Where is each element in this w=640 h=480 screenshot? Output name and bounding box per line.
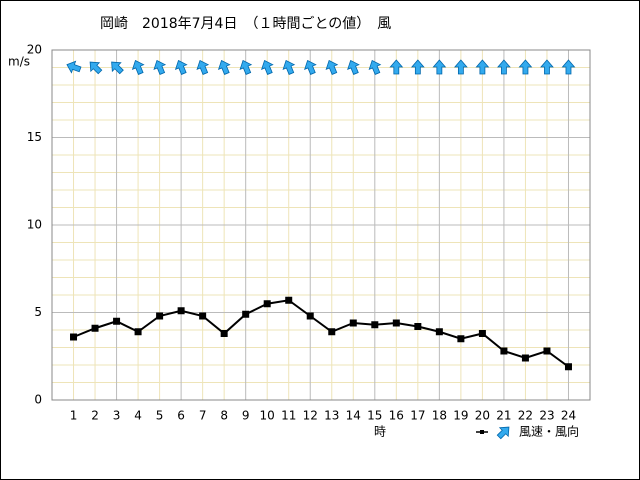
point: [285, 296, 293, 304]
y-unit: m/s: [8, 55, 30, 69]
x-tick-label: 15: [367, 409, 382, 423]
wind-arrow: [389, 59, 404, 75]
wind-arrow: [174, 59, 188, 75]
wind-arrow: [347, 59, 360, 75]
x-tick-label: 21: [496, 409, 511, 423]
wind-arrow: [368, 59, 382, 75]
x-tick-label: 19: [453, 409, 468, 423]
x-tick-label: 22: [518, 409, 533, 423]
point: [242, 310, 250, 318]
point: [457, 335, 465, 343]
wind-arrow: [475, 59, 490, 75]
x-tick-label: 16: [389, 409, 404, 423]
point: [414, 323, 422, 330]
point: [91, 324, 99, 332]
legend-arrow: [496, 426, 510, 440]
point: [521, 354, 529, 362]
wind-arrow: [540, 59, 554, 75]
point: [70, 333, 78, 341]
wind-arrow: [497, 59, 511, 75]
x-tick-label: 18: [432, 409, 447, 423]
y-tick-label: 10: [27, 218, 42, 232]
wind-arrow: [111, 61, 124, 75]
wind-arrow: [196, 59, 210, 75]
y-tick-label: 0: [34, 393, 42, 407]
x-label: 時: [374, 425, 386, 439]
x-tick-label: 17: [410, 409, 425, 423]
point: [263, 300, 271, 308]
point: [543, 347, 551, 355]
point: [220, 330, 228, 337]
x-tick-label: 24: [561, 409, 576, 423]
x-tick-label: 8: [220, 409, 228, 423]
y-tick-label: 15: [27, 130, 42, 144]
x-tick-label: 23: [539, 409, 554, 423]
x-tick-label: 20: [475, 409, 490, 423]
point: [134, 328, 142, 336]
wind-arrow: [325, 59, 339, 75]
x-tick-label: 12: [303, 409, 318, 423]
x-tick-label: 13: [324, 409, 339, 423]
point: [113, 317, 121, 325]
x-tick-label: 11: [281, 409, 296, 423]
point: [328, 328, 336, 336]
y-tick-label: 5: [34, 305, 42, 319]
point: [500, 347, 508, 355]
point: [349, 319, 357, 327]
point: [478, 330, 486, 337]
point: [156, 312, 164, 320]
line: [73, 299, 570, 368]
wind-arrow: [410, 59, 425, 75]
wind-arrow: [304, 59, 317, 75]
x-tick-label: 4: [134, 409, 142, 423]
x-tick-label: 1: [70, 409, 78, 423]
x-tick-label: 6: [177, 409, 185, 423]
wind-arrow: [518, 59, 533, 75]
point: [392, 319, 400, 327]
chart-title: 岡崎 2018年7月4日 （１時間ごとの値） 風: [100, 16, 391, 32]
wind-arrow: [66, 60, 82, 74]
wind-arrow: [153, 59, 167, 75]
wind-arrow: [282, 59, 296, 75]
wind-arrow: [432, 59, 447, 75]
point: [177, 307, 185, 315]
wind-arrow: [261, 59, 274, 75]
wind-arrow: [239, 59, 253, 75]
x-tick-label: 3: [113, 409, 121, 423]
plot-border: [51, 49, 591, 401]
x-tick-label: 9: [242, 409, 250, 423]
legend-label: 風速・風向: [519, 424, 579, 439]
wind-arrow: [217, 59, 231, 75]
wind-arrow: [454, 59, 468, 75]
wind-arrow: [131, 59, 145, 75]
x-tick-label: 10: [260, 409, 275, 423]
wind-arrow: [89, 61, 103, 75]
x-tick-label: 14: [346, 409, 361, 423]
point: [306, 312, 314, 320]
x-tick-label: 2: [91, 409, 99, 423]
x-tick-label: 5: [156, 409, 164, 423]
point: [199, 312, 207, 320]
point: [564, 363, 572, 371]
wind-arrow: [561, 59, 576, 75]
point: [371, 321, 379, 329]
legend-point: [480, 430, 484, 434]
x-tick-label: 7: [199, 409, 207, 423]
y-tick-label: 20: [27, 43, 42, 57]
point: [435, 328, 443, 336]
